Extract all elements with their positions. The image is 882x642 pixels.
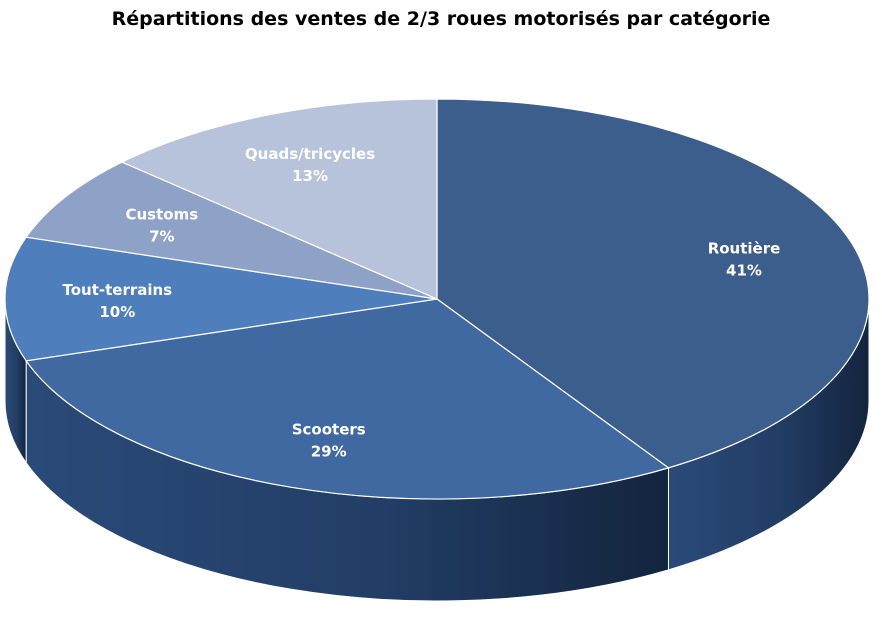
slice-value-customs: 7% <box>149 228 174 246</box>
pie-slice-tout-terrains <box>4 236 438 362</box>
slice-value-routi-re: 41% <box>726 262 762 280</box>
slice-value-quads-tricycles: 13% <box>292 167 328 185</box>
slice-label-quads-tricycles: Quads/tricycles <box>245 145 375 163</box>
pie-slice-scooters <box>25 298 670 500</box>
slice-label-scooters: Scooters <box>292 420 366 438</box>
pie-slice-routi-re <box>436 98 870 469</box>
slice-label-routi-re: Routière <box>708 240 781 258</box>
pie-slice-customs <box>25 161 438 300</box>
chart-title: Répartitions des ventes de 2/3 roues mot… <box>111 8 771 30</box>
pie-slice-quads-tricycles <box>120 98 438 300</box>
slice-value-tout-terrains: 10% <box>99 303 135 321</box>
slice-label-tout-terrains: Tout-terrains <box>62 281 172 299</box>
slice-value-scooters: 29% <box>311 442 347 460</box>
slice-label-customs: Customs <box>126 206 199 224</box>
